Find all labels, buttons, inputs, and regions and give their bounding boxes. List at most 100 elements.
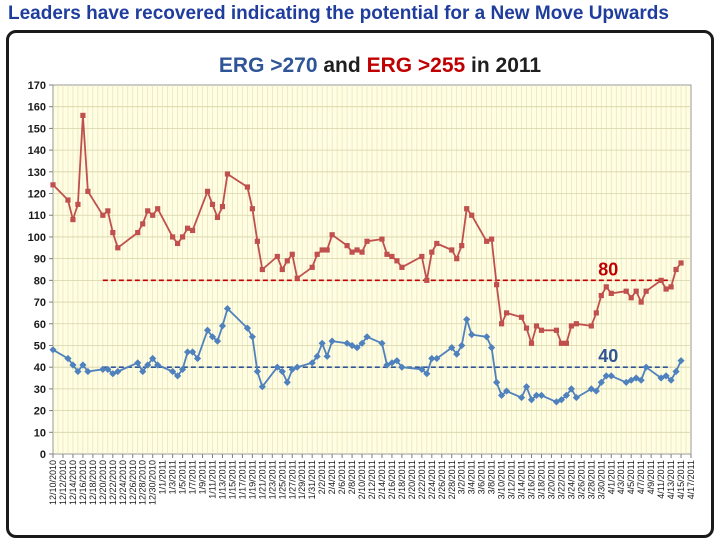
- data-point-erg-255: [289, 251, 295, 257]
- data-point-erg-270: [79, 361, 87, 369]
- data-point-erg-270: [667, 376, 675, 384]
- data-point-erg-255: [150, 212, 156, 218]
- data-point-erg-270: [363, 333, 371, 341]
- x-tick-label: 3/10/2011: [497, 460, 507, 499]
- x-tick-label: 12/20/2010: [98, 460, 108, 505]
- x-tick-label: 4/1/2011: [606, 460, 616, 494]
- data-point-erg-270: [587, 385, 595, 393]
- data-point-erg-270: [672, 367, 680, 376]
- data-point-erg-270: [258, 383, 266, 391]
- x-tick-label: 3/28/2011: [586, 460, 596, 499]
- data-point-erg-255: [100, 212, 106, 218]
- y-tick-label: 160: [28, 102, 46, 114]
- data-point-erg-255: [294, 275, 300, 281]
- x-tick-label: 1/31/2011: [307, 460, 317, 499]
- data-point-erg-270: [178, 365, 187, 373]
- chart-title: ERG >270 and ERG >255 in 2011: [219, 54, 542, 77]
- data-point-erg-255: [464, 206, 470, 212]
- data-point-erg-255: [184, 225, 191, 231]
- reference-label-40: 40: [598, 346, 618, 366]
- x-tick-label: 4/9/2011: [646, 460, 656, 494]
- data-point-erg-270: [273, 363, 281, 371]
- data-point-erg-270: [84, 367, 92, 376]
- x-tick-label: 2/8/2011: [347, 460, 357, 494]
- data-point-erg-270: [637, 376, 645, 384]
- y-tick-label: 80: [34, 275, 46, 287]
- data-point-erg-255: [494, 282, 500, 288]
- x-tick-label: 12/12/2010: [58, 460, 68, 505]
- data-point-erg-270: [188, 348, 197, 356]
- data-point-erg-270: [433, 354, 441, 363]
- data-point-erg-270: [139, 367, 147, 376]
- data-point-erg-255: [155, 206, 161, 212]
- data-point-erg-255: [175, 240, 181, 247]
- data-point-erg-255: [110, 230, 116, 236]
- page-headline: Leaders have recovered indicating the po…: [8, 3, 669, 24]
- data-point-erg-255: [459, 243, 465, 249]
- x-tick-label: 3/12/2011: [507, 460, 517, 499]
- data-point-erg-255: [623, 288, 629, 294]
- data-point-erg-255: [219, 203, 226, 210]
- x-tick-label: 4/5/2011: [626, 460, 636, 494]
- x-tick-label: 1/13/2011: [217, 460, 227, 499]
- data-point-erg-270: [527, 396, 536, 404]
- x-tick-label: 3/4/2011: [467, 460, 477, 494]
- data-point-erg-270: [74, 367, 82, 376]
- data-point-erg-270: [592, 387, 600, 395]
- data-point-erg-255: [319, 247, 325, 253]
- data-point-erg-255: [309, 264, 315, 270]
- data-point-erg-270: [64, 354, 72, 363]
- x-tick-label: 3/14/2011: [517, 460, 527, 499]
- data-point-erg-270: [677, 357, 685, 365]
- data-point-erg-255: [429, 249, 435, 255]
- data-point-erg-255: [50, 182, 56, 188]
- data-point-erg-270: [69, 361, 77, 369]
- x-tick-label: 1/21/2011: [257, 460, 267, 499]
- data-point-erg-255: [563, 340, 569, 346]
- x-tick-label: 3/26/2011: [576, 460, 586, 499]
- data-point-erg-255: [389, 253, 395, 260]
- data-point-erg-270: [243, 324, 251, 332]
- data-point-erg-270: [562, 391, 570, 399]
- x-tick-label: 2/4/2011: [327, 460, 337, 494]
- data-point-erg-255: [209, 201, 216, 207]
- x-tick-label: 12/14/2010: [68, 460, 78, 505]
- x-tick-label: 4/3/2011: [616, 460, 626, 494]
- data-point-erg-255: [538, 327, 545, 333]
- data-point-erg-270: [418, 365, 426, 373]
- y-tick-label: 90: [34, 254, 46, 266]
- y-tick-label: 150: [28, 123, 46, 135]
- data-point-erg-270: [323, 352, 331, 360]
- data-point-erg-270: [662, 372, 670, 380]
- data-point-erg-270: [522, 383, 531, 391]
- data-point-erg-270: [483, 333, 491, 341]
- data-point-erg-270: [218, 322, 227, 330]
- data-point-erg-255: [254, 238, 260, 244]
- data-point-erg-270: [627, 376, 635, 384]
- data-point-erg-270: [572, 393, 580, 402]
- data-point-erg-255: [673, 266, 679, 273]
- data-point-erg-270: [174, 372, 182, 380]
- x-tick-label: 2/14/2011: [377, 460, 387, 499]
- x-tick-label: 2/26/2011: [437, 460, 447, 499]
- data-point-erg-255: [354, 247, 360, 253]
- data-point-erg-270: [283, 378, 291, 386]
- data-point-erg-255: [75, 201, 81, 207]
- x-tick-label: 12/18/2010: [88, 460, 98, 505]
- x-tick-label: 12/22/2010: [108, 460, 118, 505]
- y-tick-label: 100: [28, 232, 46, 244]
- data-point-erg-255: [518, 314, 525, 320]
- data-point-erg-255: [244, 184, 250, 190]
- data-point-erg-255: [105, 208, 111, 214]
- x-tick-label: 1/17/2011: [237, 460, 247, 499]
- data-point-erg-255: [80, 112, 86, 118]
- data-point-erg-270: [223, 304, 232, 313]
- data-point-erg-270: [488, 344, 496, 352]
- x-tick-label: 3/30/2011: [596, 460, 606, 499]
- data-point-erg-270: [517, 393, 526, 402]
- data-point-erg-270: [144, 361, 152, 369]
- data-point-erg-270: [99, 365, 107, 373]
- data-point-erg-270: [642, 363, 650, 371]
- data-point-erg-255: [678, 260, 684, 266]
- data-point-erg-255: [314, 251, 320, 257]
